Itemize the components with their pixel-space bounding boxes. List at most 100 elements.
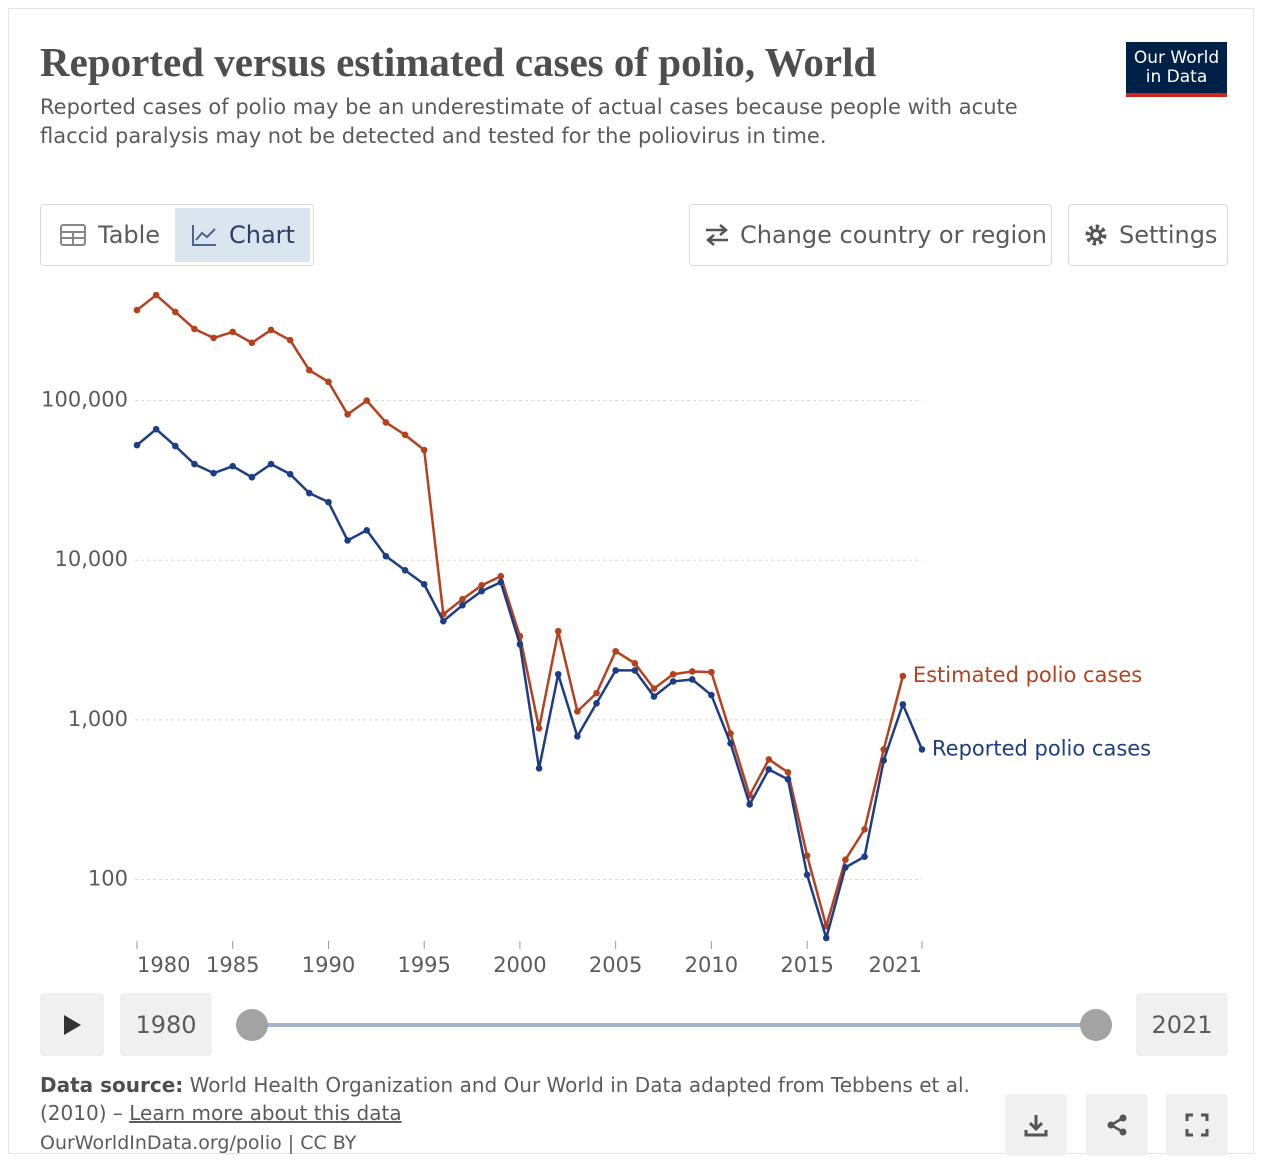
download-icon: [1024, 1115, 1048, 1137]
y-tick-label: 100,000: [41, 388, 128, 412]
data-point: [535, 725, 543, 732]
data-point: [440, 617, 447, 625]
frame: [8, 8, 1254, 1154]
settings-button[interactable]: Settings: [1068, 204, 1228, 266]
source-text: World Health Organization and Our World …: [40, 1073, 970, 1125]
data-point: [382, 552, 390, 560]
data-point: [593, 699, 600, 707]
x-tick-label: 1990: [302, 953, 355, 977]
data-point: [880, 757, 888, 764]
data-point: [669, 670, 677, 678]
data-point: [593, 689, 600, 697]
data-point: [554, 670, 562, 678]
data-point: [516, 641, 524, 648]
data-point: [612, 647, 619, 655]
data-point: [401, 566, 409, 574]
data-point: [248, 473, 256, 481]
y-tick-label: 1,000: [68, 707, 128, 731]
footer-url: OurWorldInData.org/polio | CC BY: [40, 1132, 357, 1154]
swap-icon: [706, 224, 728, 246]
download-button[interactable]: [1005, 1094, 1067, 1156]
timeline-track: [252, 1023, 1096, 1027]
data-point: [861, 853, 868, 860]
data-point: [842, 856, 849, 864]
table-icon: [60, 224, 86, 246]
data-point: [727, 730, 734, 737]
data-point: [363, 526, 371, 534]
data-point: [822, 934, 830, 942]
chart-tab[interactable]: Chart: [175, 208, 310, 262]
play-icon: [64, 1014, 81, 1035]
x-tick-label: 2021: [869, 953, 922, 977]
data-point: [803, 852, 811, 859]
source-label: Data source:: [40, 1073, 184, 1097]
play-button[interactable]: [40, 993, 104, 1056]
data-point: [899, 701, 907, 708]
series-label: Estimated polio cases: [913, 663, 1142, 687]
data-point: [152, 291, 160, 299]
data-point: [325, 378, 332, 386]
share-button[interactable]: [1086, 1094, 1148, 1156]
data-point: [574, 733, 581, 740]
data-point: [669, 678, 677, 685]
tab-label: Table: [98, 221, 161, 249]
fullscreen-icon: [1185, 1113, 1209, 1137]
x-tick-label: 2000: [493, 953, 546, 977]
data-point: [306, 366, 313, 374]
data-point: [612, 667, 619, 674]
data-point: [688, 676, 696, 683]
data-point: [708, 668, 715, 676]
source-link[interactable]: Learn more about this data: [129, 1101, 402, 1125]
data-point: [286, 470, 294, 478]
data-point: [267, 326, 275, 334]
button-label: Settings: [1119, 221, 1218, 249]
share-icon: [1107, 1114, 1127, 1136]
series-label: Reported polio cases: [932, 736, 1151, 760]
data-point: [708, 691, 715, 699]
data-point: [210, 334, 217, 342]
fullscreen-button[interactable]: [1166, 1094, 1228, 1156]
logo-text: in Data: [1145, 67, 1208, 87]
gear-icon: [1085, 224, 1107, 246]
chart-subtitle: Reported cases of polio may be an undere…: [40, 95, 1018, 148]
data-point: [363, 397, 371, 404]
data-point: [631, 667, 639, 674]
data-point: [650, 685, 658, 692]
data-point: [574, 708, 581, 715]
timeline-handle[interactable]: [236, 1009, 268, 1041]
x-tick-label: 1980: [137, 953, 190, 977]
data-point: [746, 801, 753, 808]
data-point: [861, 826, 868, 833]
data-point: [554, 627, 562, 635]
data-point: [478, 587, 485, 595]
table-tab[interactable]: Table: [44, 208, 174, 262]
data-point: [344, 537, 351, 544]
data-point: [631, 660, 639, 667]
data-point: [497, 572, 505, 580]
data-point: [880, 746, 888, 753]
data-point: [535, 765, 543, 772]
data-point: [133, 441, 141, 449]
data-point: [229, 462, 237, 470]
data-point: [420, 446, 428, 454]
x-tick-label: 2015: [780, 953, 833, 977]
tab-label: Chart: [229, 221, 295, 249]
y-tick-label: 10,000: [55, 547, 128, 571]
data-point: [286, 336, 294, 344]
data-point: [267, 460, 275, 468]
start-year[interactable]: 1980: [120, 993, 212, 1056]
end-year[interactable]: 2021: [1136, 993, 1228, 1056]
timeline-handle[interactable]: [1080, 1009, 1112, 1041]
data-point: [325, 498, 332, 506]
data-point: [765, 756, 773, 763]
change-country-button[interactable]: Change country or region: [689, 204, 1052, 266]
logo-text: Our World: [1133, 48, 1220, 68]
logo[interactable]: Our World in Data: [1126, 42, 1227, 97]
data-point: [382, 419, 390, 426]
data-point: [152, 425, 160, 433]
data-point: [133, 306, 141, 314]
series-line: [136, 427, 924, 940]
x-tick-label: 1985: [206, 953, 259, 977]
y-tick-label: 100: [88, 866, 128, 890]
